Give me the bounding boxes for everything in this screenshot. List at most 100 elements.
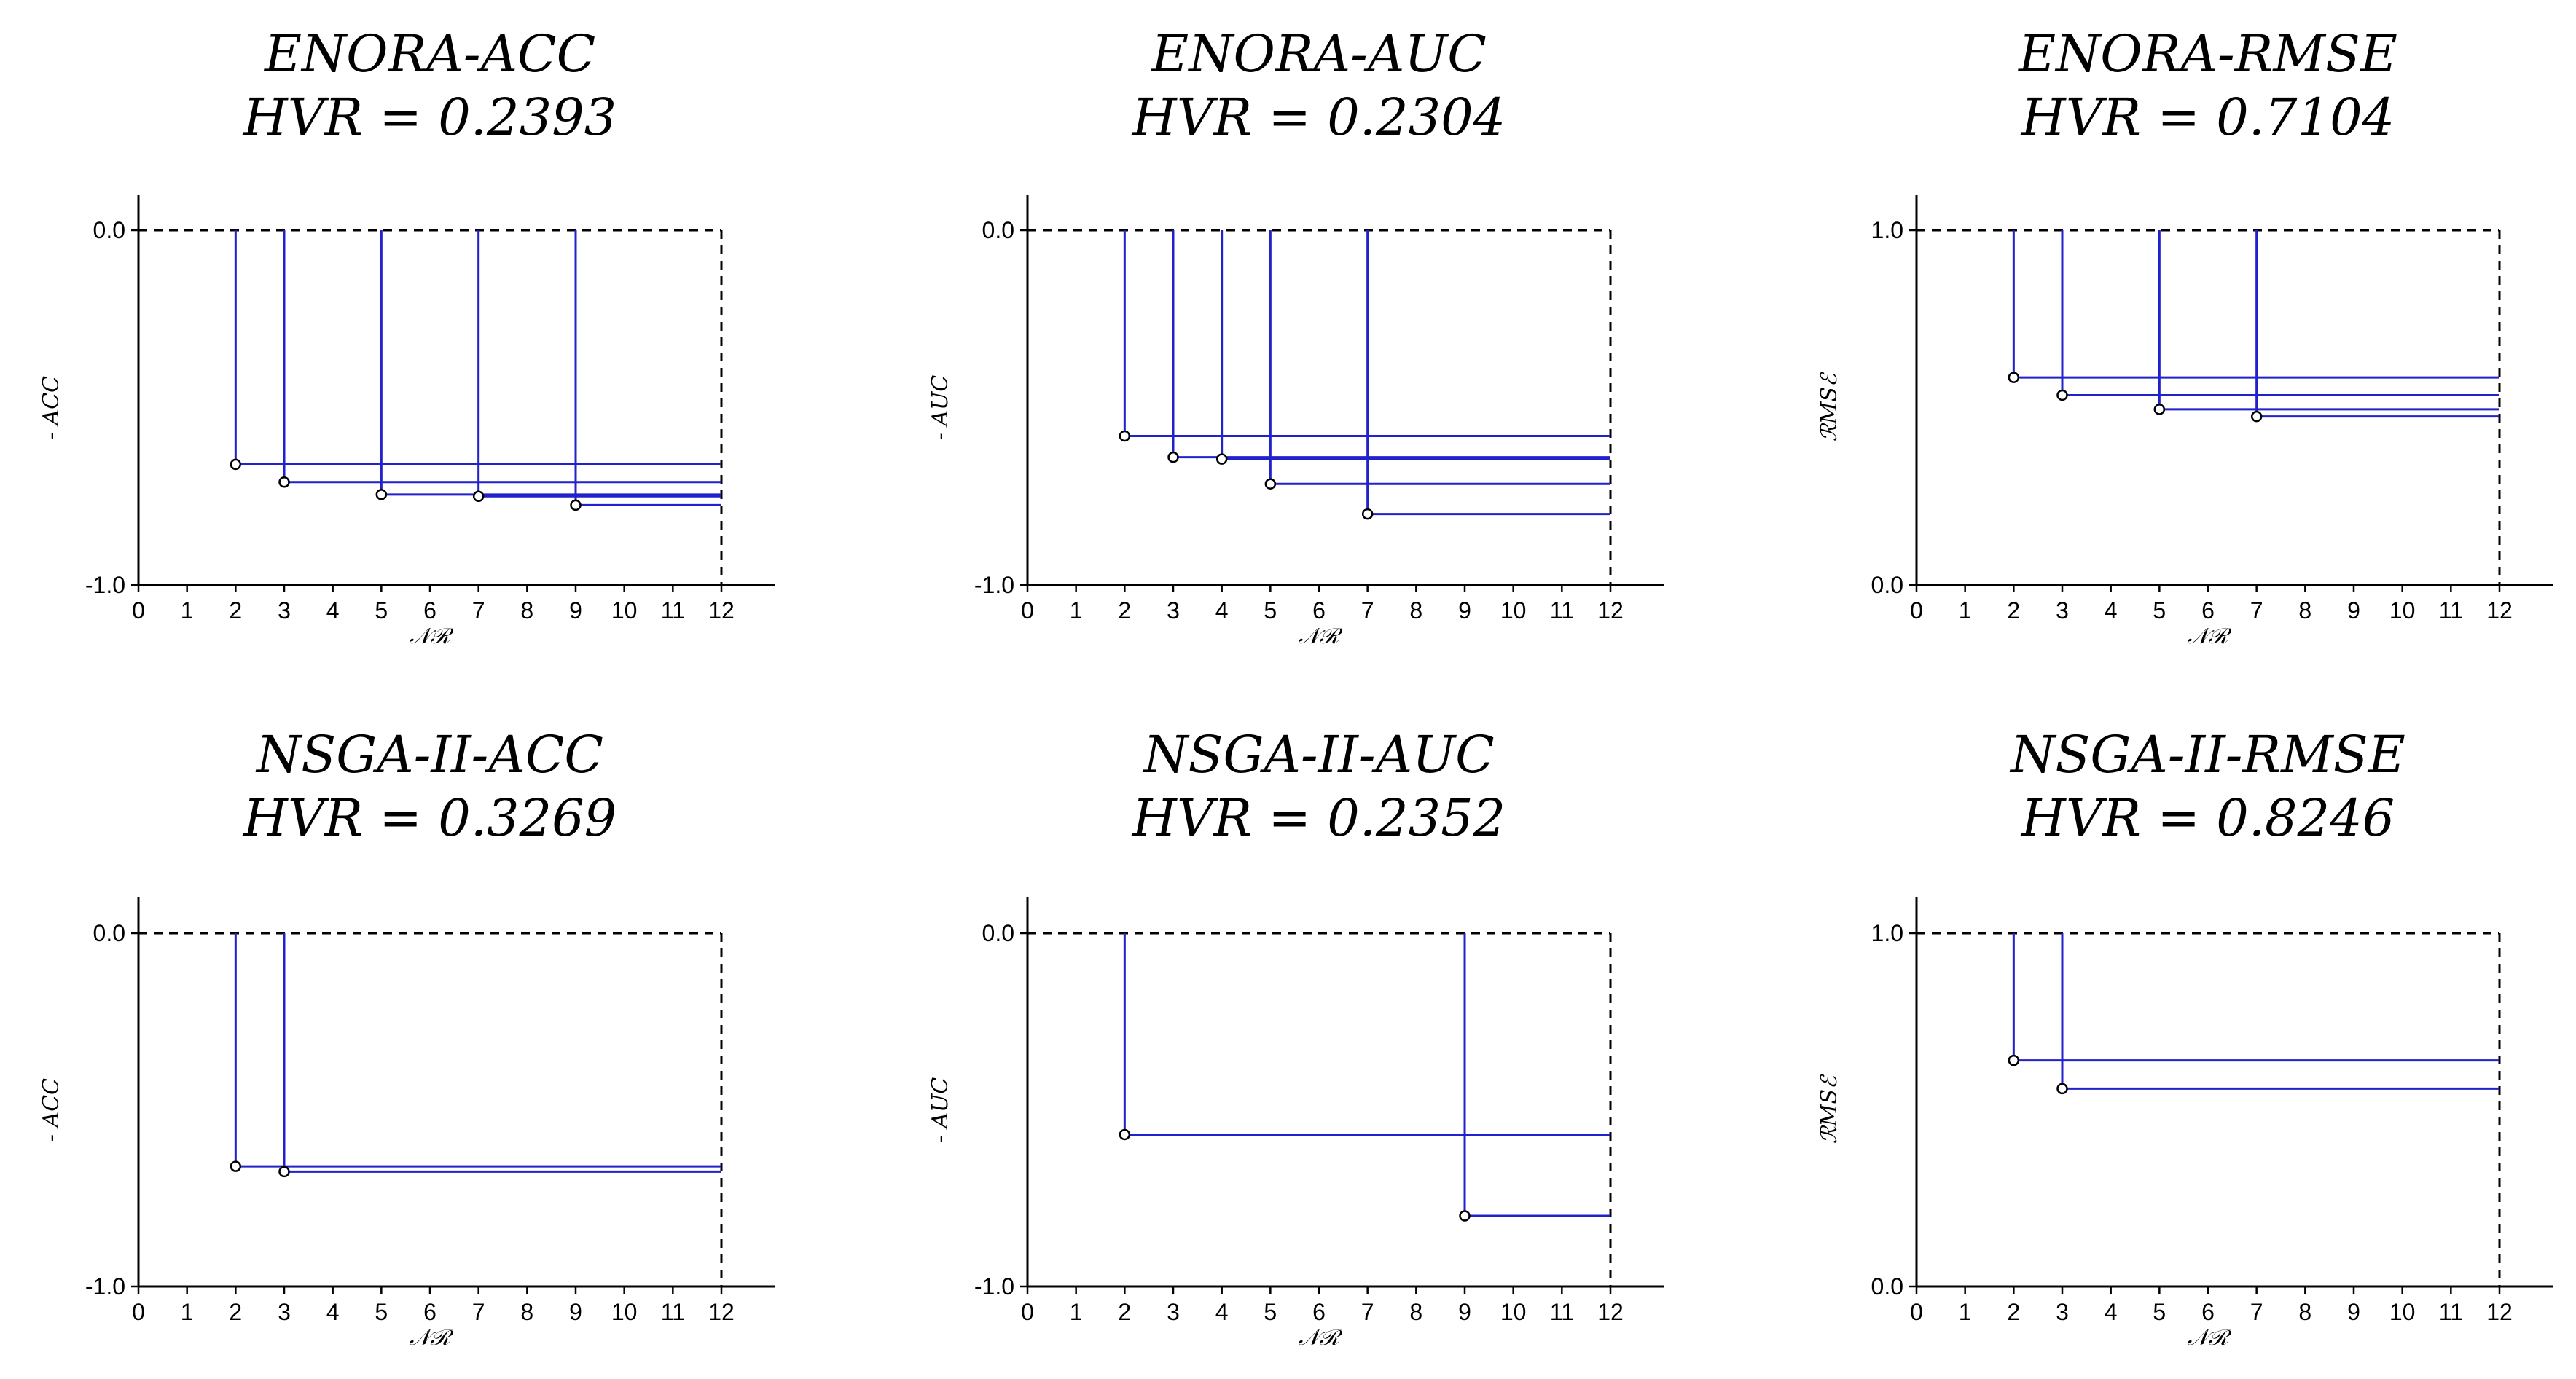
y-tick-label: 1.0: [1871, 920, 1903, 946]
x-tick-label: 3: [2056, 597, 2069, 624]
x-tick-label: 5: [375, 1299, 388, 1325]
x-tick-label: 4: [326, 597, 340, 624]
x-tick-label: 8: [520, 597, 533, 624]
chart-title: ENORA-RMSE: [2017, 24, 2397, 84]
x-tick-label: 9: [1458, 597, 1471, 624]
x-tick-label: 6: [1312, 1299, 1326, 1325]
x-tick-label: 8: [1409, 597, 1422, 624]
data-point: [2153, 404, 2166, 415]
y-axis-label: ℛMSℰ: [1817, 372, 1842, 441]
x-tick-label: 9: [1458, 1299, 1471, 1325]
y-axis-label: - ACC: [39, 1078, 64, 1142]
x-tick-label: 8: [2298, 597, 2311, 624]
chart-subtitle: HVR = 0.2393: [242, 87, 616, 147]
data-point: [375, 489, 388, 500]
x-tick-label: 11: [2439, 597, 2463, 624]
x-tick-label: 1: [181, 597, 194, 624]
y-tick-label: -1.0: [85, 1273, 125, 1300]
x-tick-label: 2: [1118, 1299, 1131, 1325]
data-point: [1215, 453, 1228, 465]
x-tick-label: 7: [2250, 1299, 2263, 1325]
x-tick-label: 9: [569, 1299, 582, 1325]
x-axis-label: 𝒩ℛ: [410, 624, 455, 649]
data-point: [472, 490, 485, 502]
x-tick-label: 5: [2153, 597, 2166, 624]
x-tick-label: 8: [520, 1299, 533, 1325]
x-tick-label: 8: [2298, 1299, 2311, 1325]
x-tick-label: 11: [661, 597, 685, 624]
x-tick-label: 10: [1500, 597, 1527, 624]
y-tick-label: 0.0: [1871, 1273, 1903, 1300]
x-tick-label: 2: [2007, 597, 2020, 624]
x-tick-label: 9: [569, 597, 582, 624]
x-tick-label: 10: [611, 597, 638, 624]
chart-subtitle: HVR = 0.8246: [2020, 788, 2395, 848]
x-tick-label: 5: [1264, 597, 1277, 624]
x-tick-label: 1: [1070, 1299, 1083, 1325]
chart-subtitle: HVR = 0.7104: [2020, 87, 2395, 147]
x-tick-label: 10: [2389, 597, 2416, 624]
x-tick-label: 10: [1500, 1299, 1527, 1325]
data-point: [1119, 1128, 1131, 1141]
x-tick-label: 12: [1597, 1299, 1624, 1325]
y-tick-label: 0.0: [93, 920, 125, 946]
chart-title: ENORA-ACC: [263, 24, 595, 84]
data-point: [1459, 1210, 1471, 1222]
x-tick-label: 11: [661, 1299, 685, 1325]
x-tick-label: 1: [1959, 597, 1972, 624]
y-tick-label: 0.0: [93, 217, 125, 243]
y-tick-label: -1.0: [85, 572, 125, 598]
chart-subtitle: HVR = 0.2304: [1131, 87, 1506, 147]
x-tick-label: 2: [2007, 1299, 2020, 1325]
x-axis-label: 𝒩ℛ: [1299, 1325, 1344, 1351]
x-tick-label: 2: [1118, 597, 1131, 624]
x-tick-label: 7: [472, 1299, 485, 1325]
x-tick-label: 11: [1550, 597, 1574, 624]
data-point: [278, 476, 290, 488]
x-tick-label: 0: [132, 597, 145, 624]
x-tick-label: 3: [1167, 597, 1180, 624]
chart-title: NSGA-II-AUC: [1142, 725, 1494, 785]
x-tick-label: 3: [1167, 1299, 1180, 1325]
data-point: [1167, 451, 1179, 463]
x-tick-label: 12: [2486, 1299, 2513, 1325]
y-tick-label: 0.0: [982, 217, 1014, 243]
x-tick-label: 11: [2439, 1299, 2463, 1325]
data-point: [230, 458, 242, 471]
x-tick-label: 6: [1312, 597, 1326, 624]
chart-subtitle: HVR = 0.2352: [1131, 788, 1506, 848]
y-tick-label: 0.0: [982, 920, 1014, 946]
x-tick-label: 7: [1361, 597, 1374, 624]
x-tick-label: 10: [611, 1299, 638, 1325]
data-point: [2008, 1054, 2020, 1066]
data-point: [278, 1166, 290, 1178]
x-tick-label: 8: [1409, 1299, 1422, 1325]
data-point: [2250, 410, 2263, 423]
x-tick-label: 2: [229, 597, 242, 624]
x-tick-label: 3: [278, 1299, 291, 1325]
chart-title: NSGA-II-ACC: [255, 725, 603, 785]
x-tick-label: 3: [2056, 1299, 2069, 1325]
x-tick-label: 12: [2486, 597, 2513, 624]
data-point: [2056, 389, 2068, 401]
x-tick-label: 4: [1215, 597, 1229, 624]
x-axis-label: 𝒩ℛ: [1299, 624, 1344, 649]
x-tick-label: 5: [375, 597, 388, 624]
x-tick-label: 1: [181, 1299, 194, 1325]
data-point: [570, 499, 582, 511]
x-tick-label: 7: [1361, 1299, 1374, 1325]
chart-title: ENORA-AUC: [1150, 24, 1487, 84]
x-tick-label: 0: [132, 1299, 145, 1325]
y-tick-label: 0.0: [1871, 572, 1903, 598]
y-tick-label: -1.0: [974, 572, 1014, 598]
x-tick-label: 6: [423, 1299, 436, 1325]
x-tick-label: 4: [2105, 1299, 2118, 1325]
data-point: [1119, 430, 1131, 442]
